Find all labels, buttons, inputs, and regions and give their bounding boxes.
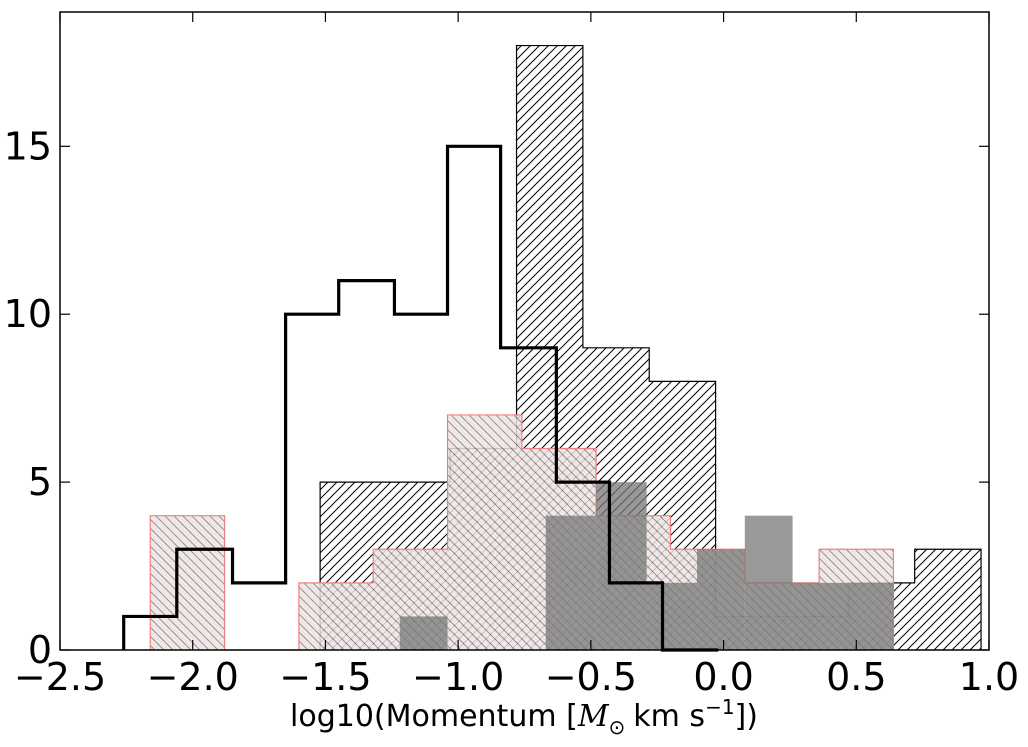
histogram-bar	[914, 549, 982, 650]
histogram-bar	[150, 515, 225, 650]
x-tick-label: −2.0	[147, 655, 239, 699]
histogram-bar	[646, 582, 698, 650]
histogram-bar	[843, 582, 894, 650]
plot-frame	[59, 11, 990, 651]
x-axis-label-sun: ⊙	[609, 715, 626, 739]
x-axis-label-exponent: −1	[705, 695, 734, 719]
histogram-bar	[399, 616, 448, 650]
x-tick-label: 0.0	[693, 655, 753, 699]
series-layer	[122, 44, 982, 652]
x-axis-label-mass: M	[577, 699, 610, 734]
tick-layer: −2.5 −2.0 −1.5 −1.0 −0.5 0.0 0.5 1.0 0 5 10 15	[4, 12, 1019, 699]
y-tick-label: 15	[4, 124, 52, 168]
x-axis-label: log10(Momentum [M⊙ km s−1])	[290, 695, 758, 739]
histogram-bar	[298, 582, 374, 650]
histogram-bar	[697, 549, 745, 650]
histogram-bar	[744, 515, 793, 650]
x-axis-label-units: km s	[633, 699, 705, 734]
y-tick-label: 10	[4, 292, 52, 336]
y-tick-label: 5	[28, 460, 52, 504]
x-axis-label-close: ])	[735, 699, 758, 734]
histogram-bar	[792, 582, 844, 650]
series-filled-gray	[399, 482, 894, 650]
histogram-bar	[596, 482, 647, 650]
y-tick-label: 0	[28, 628, 52, 672]
x-tick-label: −2.5	[14, 655, 106, 699]
series-step-line	[122, 144, 719, 652]
histogram-bar	[545, 515, 597, 650]
x-tick-label: −0.5	[545, 655, 637, 699]
x-tick-label: 0.5	[826, 655, 886, 699]
histogram-bar	[447, 414, 522, 650]
x-axis-label-prefix: log10(Momentum [	[290, 699, 578, 734]
x-tick-label: −1.0	[412, 655, 504, 699]
x-tick-label: 1.0	[959, 655, 1019, 699]
series-step-bold	[122, 144, 719, 652]
x-tick-label: −1.5	[279, 655, 371, 699]
